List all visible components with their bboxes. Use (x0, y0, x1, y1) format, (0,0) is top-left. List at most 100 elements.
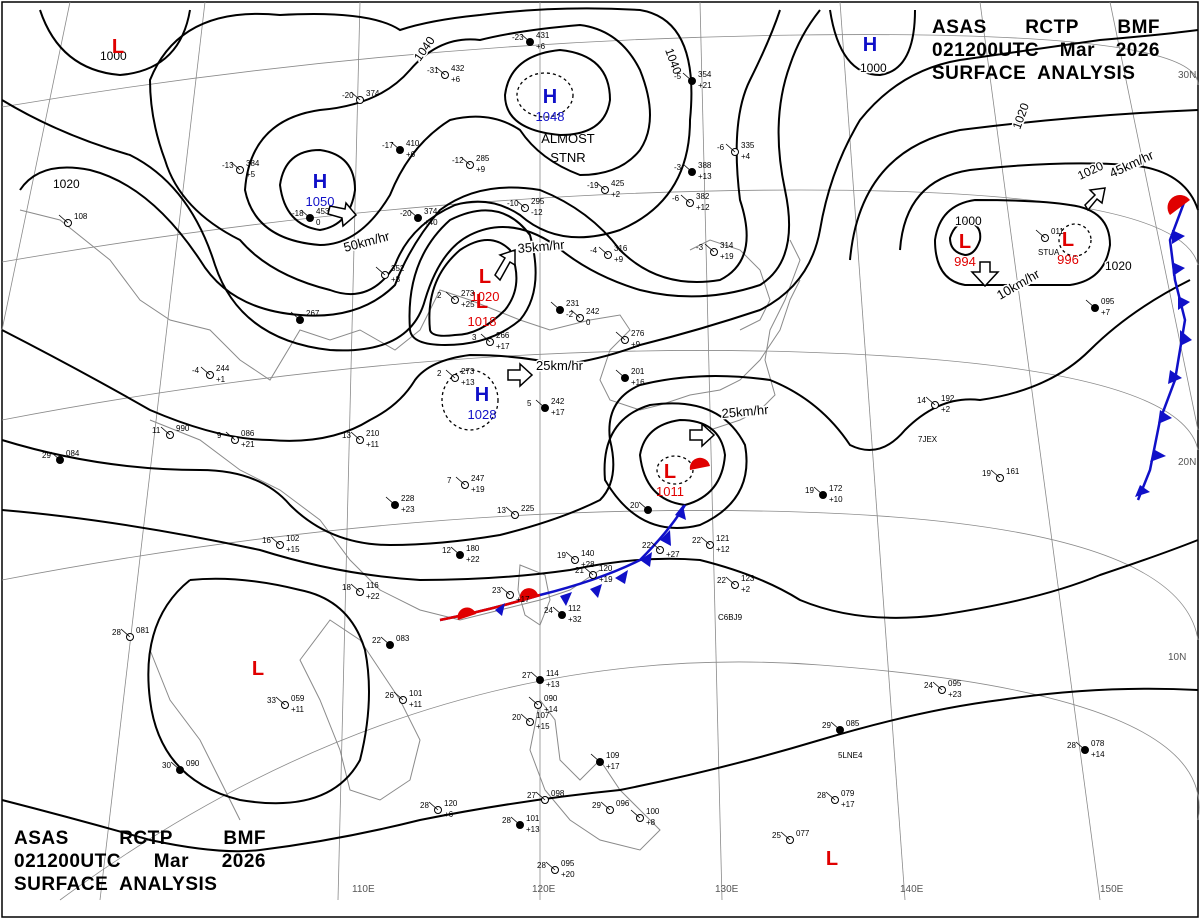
station-temperature: 22 (372, 636, 381, 645)
wind-barb (598, 246, 609, 256)
station-pressure: 374 (424, 207, 438, 216)
wind-barb (932, 681, 943, 691)
wind-barb (385, 496, 396, 506)
station-temperature: 28 (537, 861, 546, 870)
header-row-station: ASAS RCTP BMF (14, 827, 266, 850)
station-tendency: +22 (466, 555, 480, 564)
isobar (849, 109, 1199, 261)
station-pressure: 210 (366, 429, 380, 438)
station-tendency: +17 (496, 342, 510, 351)
motion-arrow (507, 362, 534, 388)
station-temperature: -13 (222, 161, 234, 170)
station-temperature: -12 (452, 156, 464, 165)
isobar (147, 577, 370, 805)
station-tendency: +12 (696, 203, 710, 212)
wind-barb (1035, 229, 1046, 239)
header-top: ASAS RCTP BMF 021200UTC Mar 2026 SURFACE… (932, 16, 1160, 85)
wind-barb (120, 628, 131, 638)
station-temperature: 27 (527, 791, 536, 800)
station-temperature: 30 (162, 761, 171, 770)
asia-coastline (19, 209, 801, 411)
station-tendency: +6 (406, 150, 416, 159)
dashed-isobar (441, 369, 499, 431)
korea-coastline (689, 239, 771, 331)
header-agency: ASAS (932, 17, 987, 38)
station-tendency: +10 (829, 495, 843, 504)
wind-barb (520, 33, 531, 43)
remark-label: STNR (550, 150, 585, 165)
station-temperature: 19 (982, 469, 991, 478)
station-tendency: +19 (471, 485, 485, 494)
station-temperature: 27 (522, 671, 531, 680)
wind-barb (1075, 741, 1086, 751)
wind-barb (595, 181, 606, 191)
station-pressure: 295 (531, 197, 545, 206)
longitude-line (839, 1, 906, 901)
wind-barb (290, 311, 301, 321)
wind-barb (480, 333, 491, 343)
low-pressure-center: L (252, 658, 264, 680)
station-pressure: 431 (536, 31, 550, 40)
station-tendency: +14 (1091, 750, 1105, 759)
longitude-label: 130E (715, 884, 739, 895)
isobar (1, 509, 1199, 619)
center-pressure-value: 994 (954, 254, 976, 269)
station-tendency: +9 (476, 165, 486, 174)
station-pressure: 090 (544, 694, 558, 703)
station-tendency: +13 (526, 825, 540, 834)
isobar (948, 220, 982, 257)
motion-speed-label: 25km/hr (536, 358, 584, 373)
wind-barb (435, 66, 446, 76)
motion-speed-label: 25km/hr (721, 402, 770, 421)
longitude-label: 150E (1100, 884, 1124, 895)
station-pressure: 266 (496, 331, 510, 340)
station-temperature: -3 (696, 243, 704, 252)
wind-barb (615, 369, 626, 379)
station-pressure: 084 (66, 449, 80, 458)
motion-speed-label: 35km/hr (517, 237, 566, 256)
station-temperature: 26 (385, 691, 394, 700)
station-temperature: -20 (400, 209, 412, 218)
station-temperature: 9 (217, 431, 222, 440)
longitude-line (979, 1, 1101, 901)
wind-barb (428, 801, 439, 811)
station-pressure: 085 (846, 719, 860, 728)
graticule (1, 1, 1200, 901)
station-tendency: 0 (586, 318, 591, 327)
station-temperature: -31 (427, 66, 439, 75)
station-pressure: 354 (698, 70, 712, 79)
station-tendency: +14 (544, 705, 558, 714)
wind-barb (682, 163, 693, 173)
china-coastline (149, 419, 601, 621)
coastline (149, 649, 241, 821)
station-temperature: 29 (42, 451, 51, 460)
station-pressure: 316 (614, 244, 628, 253)
station-tendency: +21 (698, 81, 712, 90)
wind-barb (380, 636, 391, 646)
wind-barb (375, 266, 386, 276)
station-tendency: +2 (611, 190, 621, 199)
station-temperature: -3 (674, 163, 682, 172)
station-tendency: +13 (698, 172, 712, 181)
station-tendency: +32 (568, 615, 582, 624)
wind-barb (535, 399, 546, 409)
warm-front-semicircle (1167, 195, 1190, 215)
wind-barb (680, 194, 691, 204)
station-pressure: 096 (616, 799, 630, 808)
isobar (829, 9, 916, 77)
wind-barb (813, 486, 824, 496)
station-temperature: -4 (192, 366, 200, 375)
station-plot-marks (50, 33, 1099, 874)
station-pressure: 095 (1101, 297, 1115, 306)
station-temperature: 22 (717, 576, 726, 585)
station-pressure: 432 (451, 64, 465, 73)
station-tendency: +17 (516, 595, 530, 604)
station-tendency: +9 (614, 255, 624, 264)
station-tendency: +11 (366, 440, 380, 449)
station-temperature: -23 (512, 33, 524, 42)
dashed-isobars (441, 72, 1092, 485)
station-pressure: 388 (698, 161, 712, 170)
header-row-title: SURFACE ANALYSIS (932, 62, 1160, 85)
station-pressure: 276 (631, 329, 645, 338)
wind-barb (615, 331, 626, 341)
